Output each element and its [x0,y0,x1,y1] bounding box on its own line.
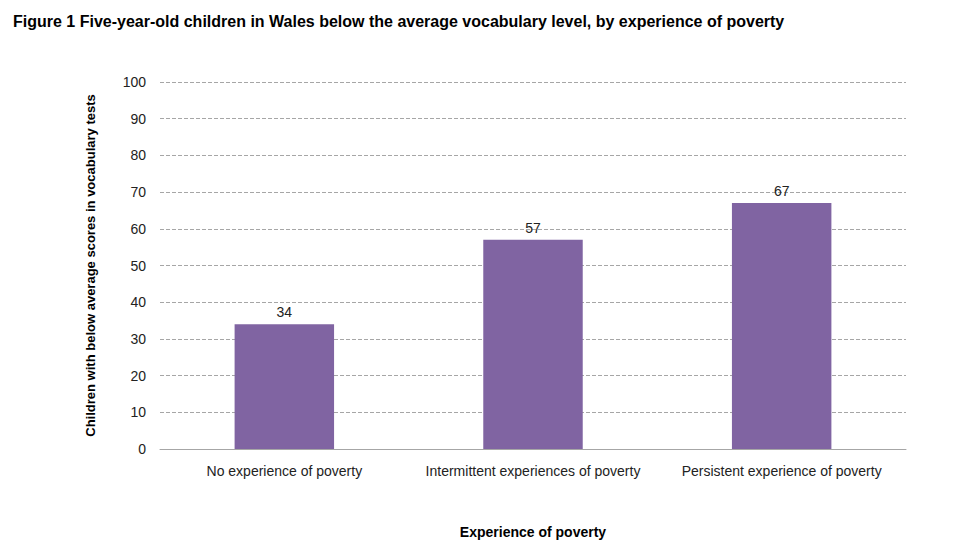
svg-text:Intermittent experiences of po: Intermittent experiences of poverty [426,463,641,479]
svg-text:Figure 1 Five-year-old childre: Figure 1 Five-year-old children in Wales… [13,13,784,30]
svg-text:57: 57 [525,220,541,236]
svg-text:0: 0 [138,441,146,457]
svg-text:Experience of poverty: Experience of poverty [460,524,606,540]
svg-text:90: 90 [130,111,146,127]
svg-text:60: 60 [130,221,146,237]
svg-text:30: 30 [130,331,146,347]
svg-text:70: 70 [130,184,146,200]
svg-text:100: 100 [123,74,147,90]
svg-text:Persistent experience of pover: Persistent experience of poverty [682,463,882,479]
svg-text:No experience of poverty: No experience of poverty [207,463,363,479]
svg-text:40: 40 [130,294,146,310]
svg-text:50: 50 [130,258,146,274]
svg-text:34: 34 [277,304,293,320]
svg-text:80: 80 [130,147,146,163]
svg-text:20: 20 [130,368,146,384]
svg-text:67: 67 [774,183,790,199]
svg-text:10: 10 [130,404,146,420]
svg-text:Children with below average sc: Children with below average scores in vo… [83,94,98,436]
